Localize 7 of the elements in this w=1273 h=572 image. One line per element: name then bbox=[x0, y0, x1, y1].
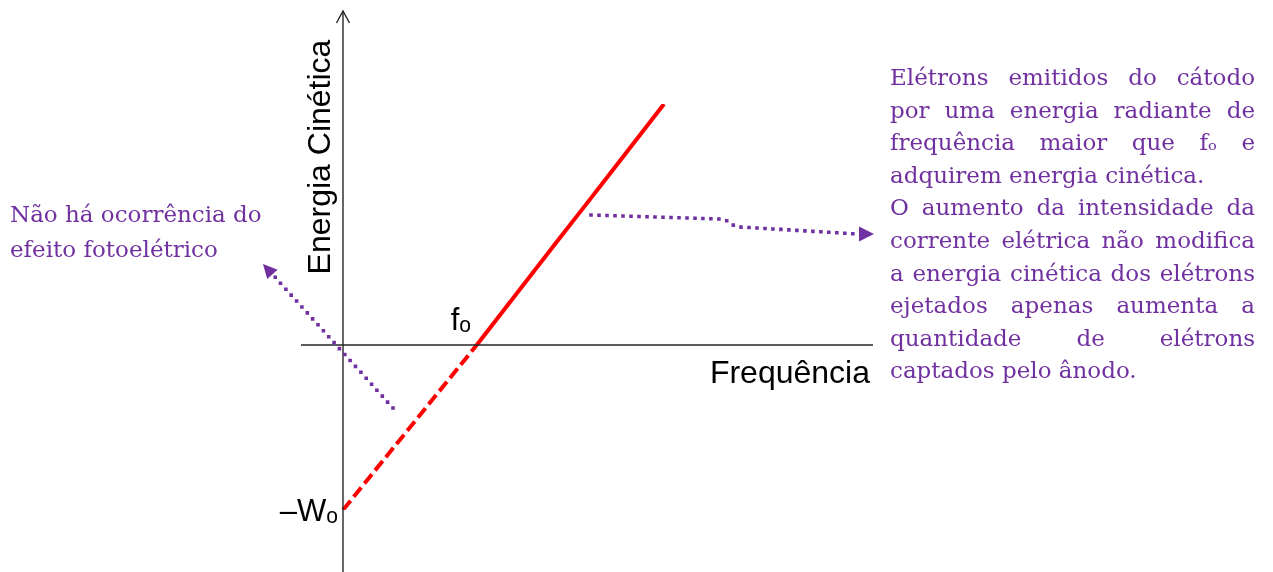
text: O aumento da intensidade da corrente elétrica não modifica a energia cinética dos elétrons ejetados apenas aumenta a quantidade de elétrons captados pelo ânodo. bbox=[890, 193, 1255, 386]
x-axis-title: Frequência bbox=[709, 354, 871, 390]
text: Não há ocorrência do efeito fotoelétrico bbox=[10, 200, 263, 264]
annotation: –Wₒ bbox=[279, 492, 338, 528]
annotation: fₒ bbox=[450, 302, 471, 337]
text: Elétrons emitidos do cátodo por uma energia radiante de frequência maior que fₒ e adquirem energia cinética. bbox=[890, 63, 1255, 190]
y-axis-title: Energia Cinética bbox=[301, 39, 337, 275]
